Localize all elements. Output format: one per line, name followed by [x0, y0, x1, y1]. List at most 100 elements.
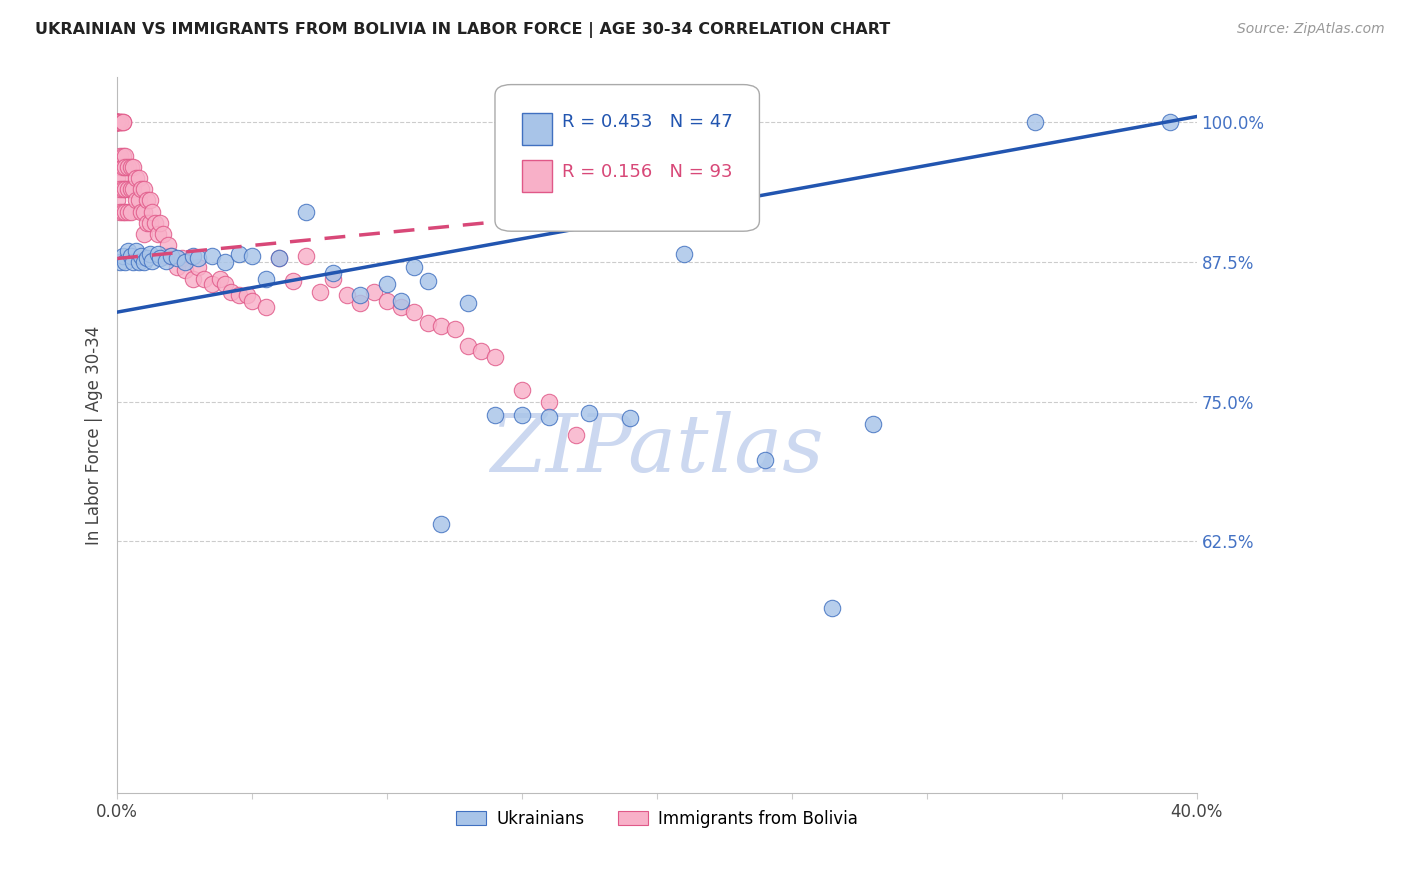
- Point: [138, 247, 160, 261]
- Point: [117, 160, 139, 174]
- Point: [484, 350, 506, 364]
- Point: [416, 274, 439, 288]
- FancyBboxPatch shape: [522, 160, 553, 192]
- Point: [672, 247, 695, 261]
- Point: [143, 216, 166, 230]
- Point: [281, 274, 304, 288]
- Point: [510, 384, 533, 398]
- Point: [135, 216, 157, 230]
- Point: [254, 300, 277, 314]
- Point: [389, 300, 412, 314]
- Point: [111, 149, 134, 163]
- Point: [565, 428, 588, 442]
- Point: [155, 253, 177, 268]
- FancyBboxPatch shape: [522, 113, 553, 145]
- Point: [111, 115, 134, 129]
- Point: [160, 249, 183, 263]
- Point: [181, 249, 204, 263]
- Point: [105, 115, 128, 129]
- Point: [201, 277, 224, 292]
- Point: [402, 305, 425, 319]
- Y-axis label: In Labor Force | Age 30-34: In Labor Force | Age 30-34: [86, 326, 103, 545]
- Point: [537, 394, 560, 409]
- Point: [108, 204, 131, 219]
- Point: [134, 255, 156, 269]
- Point: [146, 227, 169, 241]
- Point: [128, 194, 150, 208]
- Point: [254, 271, 277, 285]
- Point: [295, 204, 318, 219]
- Point: [214, 255, 236, 269]
- Point: [375, 277, 398, 292]
- Point: [131, 204, 153, 219]
- Point: [214, 277, 236, 292]
- Point: [187, 260, 209, 275]
- Point: [208, 271, 231, 285]
- Point: [105, 115, 128, 129]
- Text: Source: ZipAtlas.com: Source: ZipAtlas.com: [1237, 22, 1385, 37]
- Point: [166, 252, 188, 266]
- Point: [114, 204, 136, 219]
- Point: [157, 238, 180, 252]
- Point: [105, 160, 128, 174]
- Point: [105, 115, 128, 129]
- Point: [578, 406, 600, 420]
- Point: [269, 252, 291, 266]
- Point: [134, 227, 156, 241]
- Point: [430, 318, 453, 333]
- Point: [402, 260, 425, 275]
- Point: [201, 249, 224, 263]
- Point: [108, 115, 131, 129]
- Point: [155, 249, 177, 263]
- Point: [108, 255, 131, 269]
- Point: [146, 247, 169, 261]
- Point: [138, 194, 160, 208]
- Point: [105, 115, 128, 129]
- Point: [134, 204, 156, 219]
- Point: [108, 182, 131, 196]
- Point: [108, 115, 131, 129]
- Point: [181, 271, 204, 285]
- Point: [416, 316, 439, 330]
- Point: [111, 115, 134, 129]
- Point: [105, 115, 128, 129]
- Point: [240, 293, 263, 308]
- Text: R = 0.156   N = 93: R = 0.156 N = 93: [562, 163, 733, 181]
- Point: [1024, 115, 1046, 129]
- Point: [228, 288, 250, 302]
- Point: [125, 244, 148, 258]
- Point: [335, 288, 357, 302]
- Point: [152, 227, 174, 241]
- Point: [128, 255, 150, 269]
- Point: [141, 253, 163, 268]
- Point: [105, 115, 128, 129]
- Text: ZIPatlas: ZIPatlas: [491, 410, 824, 488]
- FancyBboxPatch shape: [495, 85, 759, 231]
- Point: [105, 115, 128, 129]
- Point: [138, 216, 160, 230]
- Point: [240, 249, 263, 263]
- Point: [105, 115, 128, 129]
- Point: [114, 182, 136, 196]
- Point: [193, 271, 215, 285]
- Point: [363, 285, 385, 299]
- Point: [114, 255, 136, 269]
- Point: [131, 182, 153, 196]
- Point: [443, 322, 465, 336]
- Point: [108, 160, 131, 174]
- Point: [389, 293, 412, 308]
- Point: [619, 411, 641, 425]
- Point: [117, 204, 139, 219]
- Point: [375, 293, 398, 308]
- Text: UKRAINIAN VS IMMIGRANTS FROM BOLIVIA IN LABOR FORCE | AGE 30-34 CORRELATION CHAR: UKRAINIAN VS IMMIGRANTS FROM BOLIVIA IN …: [35, 22, 890, 38]
- Point: [457, 296, 479, 310]
- Point: [457, 338, 479, 352]
- Point: [173, 262, 195, 277]
- Point: [128, 171, 150, 186]
- Point: [125, 194, 148, 208]
- Point: [510, 408, 533, 422]
- Point: [484, 408, 506, 422]
- Point: [322, 266, 344, 280]
- Point: [430, 517, 453, 532]
- Point: [149, 216, 172, 230]
